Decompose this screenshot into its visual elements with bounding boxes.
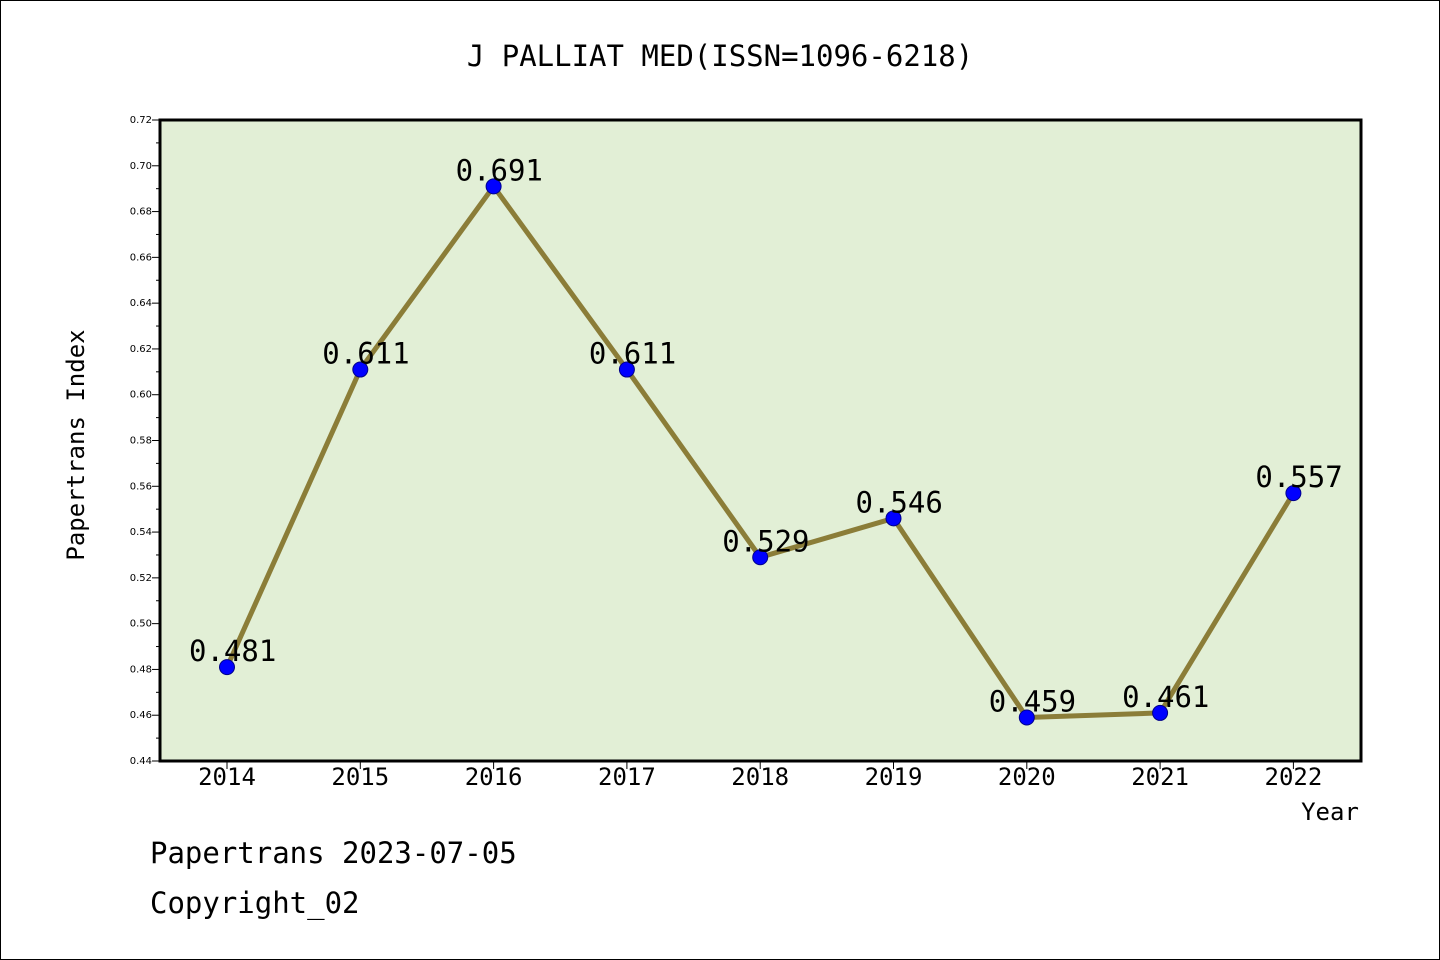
plot-area: [160, 120, 1361, 761]
data-point: [752, 549, 769, 566]
y-tick-label: 0.56: [130, 481, 152, 492]
y-tick-label: 0.52: [130, 573, 152, 584]
y-tick-label: 0.50: [130, 619, 152, 630]
y-axis-label: Papertrans Index: [62, 329, 90, 560]
chart-title: J PALLIAT MED(ISSN=1096-6218): [467, 39, 973, 73]
data-label: 0.459: [989, 685, 1076, 719]
data-label: 0.481: [189, 634, 276, 668]
x-tick-label: 2015: [331, 763, 389, 791]
y-tick-label: 0.62: [130, 344, 152, 355]
footer-date-text: Papertrans 2023-07-05: [150, 836, 517, 870]
data-point: [1018, 709, 1035, 726]
plot-border: [158, 118, 1363, 763]
data-label: 0.461: [1122, 680, 1209, 714]
x-tick-label: 2016: [465, 763, 523, 791]
y-tick-label: 0.70: [130, 161, 152, 172]
y-tick-label: 0.72: [130, 115, 152, 126]
y-tick-label: 0.44: [130, 756, 152, 767]
data-point: [885, 510, 902, 527]
x-tick-label: 2020: [998, 763, 1056, 791]
x-axis-label: Year: [1301, 798, 1359, 826]
y-tick-label: 0.54: [130, 527, 152, 538]
x-tick-label: 2014: [198, 763, 256, 791]
y-tick-label: 0.58: [130, 436, 152, 447]
x-tick-label: 2022: [1265, 763, 1323, 791]
data-point: [1152, 704, 1169, 721]
x-tick-label: 2021: [1131, 763, 1189, 791]
data-point: [352, 361, 369, 378]
data-point: [485, 178, 502, 195]
data-label: 0.611: [589, 337, 676, 371]
data-label: 0.611: [322, 337, 409, 371]
x-tick-label: 2018: [731, 763, 789, 791]
y-tick-label: 0.64: [130, 298, 152, 309]
data-label: 0.529: [722, 524, 809, 558]
data-label: 0.546: [856, 485, 943, 519]
y-tick-label: 0.46: [130, 710, 152, 721]
x-axis-ticks: 2014 2015 2016 2017 2018 2019 2020 2021 2022: [198, 761, 1322, 791]
y-tick-label: 0.48: [130, 664, 152, 675]
series-layer: 0.481 0.611 0.691 0.611 0.529 0.546 0.459 0.461…: [189, 153, 1343, 726]
x-tick-label: 2017: [598, 763, 656, 791]
y-tick-label: 0.60: [130, 390, 152, 401]
data-point: [618, 361, 635, 378]
data-label: 0.691: [456, 153, 543, 187]
y-tick-label: 0.68: [130, 207, 152, 218]
y-axis-ticks: 0.44 0.46 0.48 0.50 0.52 0.54 0.56 0.58 0.60 0.62…: [130, 115, 160, 767]
data-point: [219, 659, 235, 676]
data-point: [1285, 485, 1302, 502]
y-tick-label: 0.66: [130, 252, 152, 263]
footer-copyright-text: Copyright_02: [150, 886, 360, 920]
x-tick-label: 2019: [865, 763, 923, 791]
data-label: 0.557: [1255, 460, 1342, 494]
